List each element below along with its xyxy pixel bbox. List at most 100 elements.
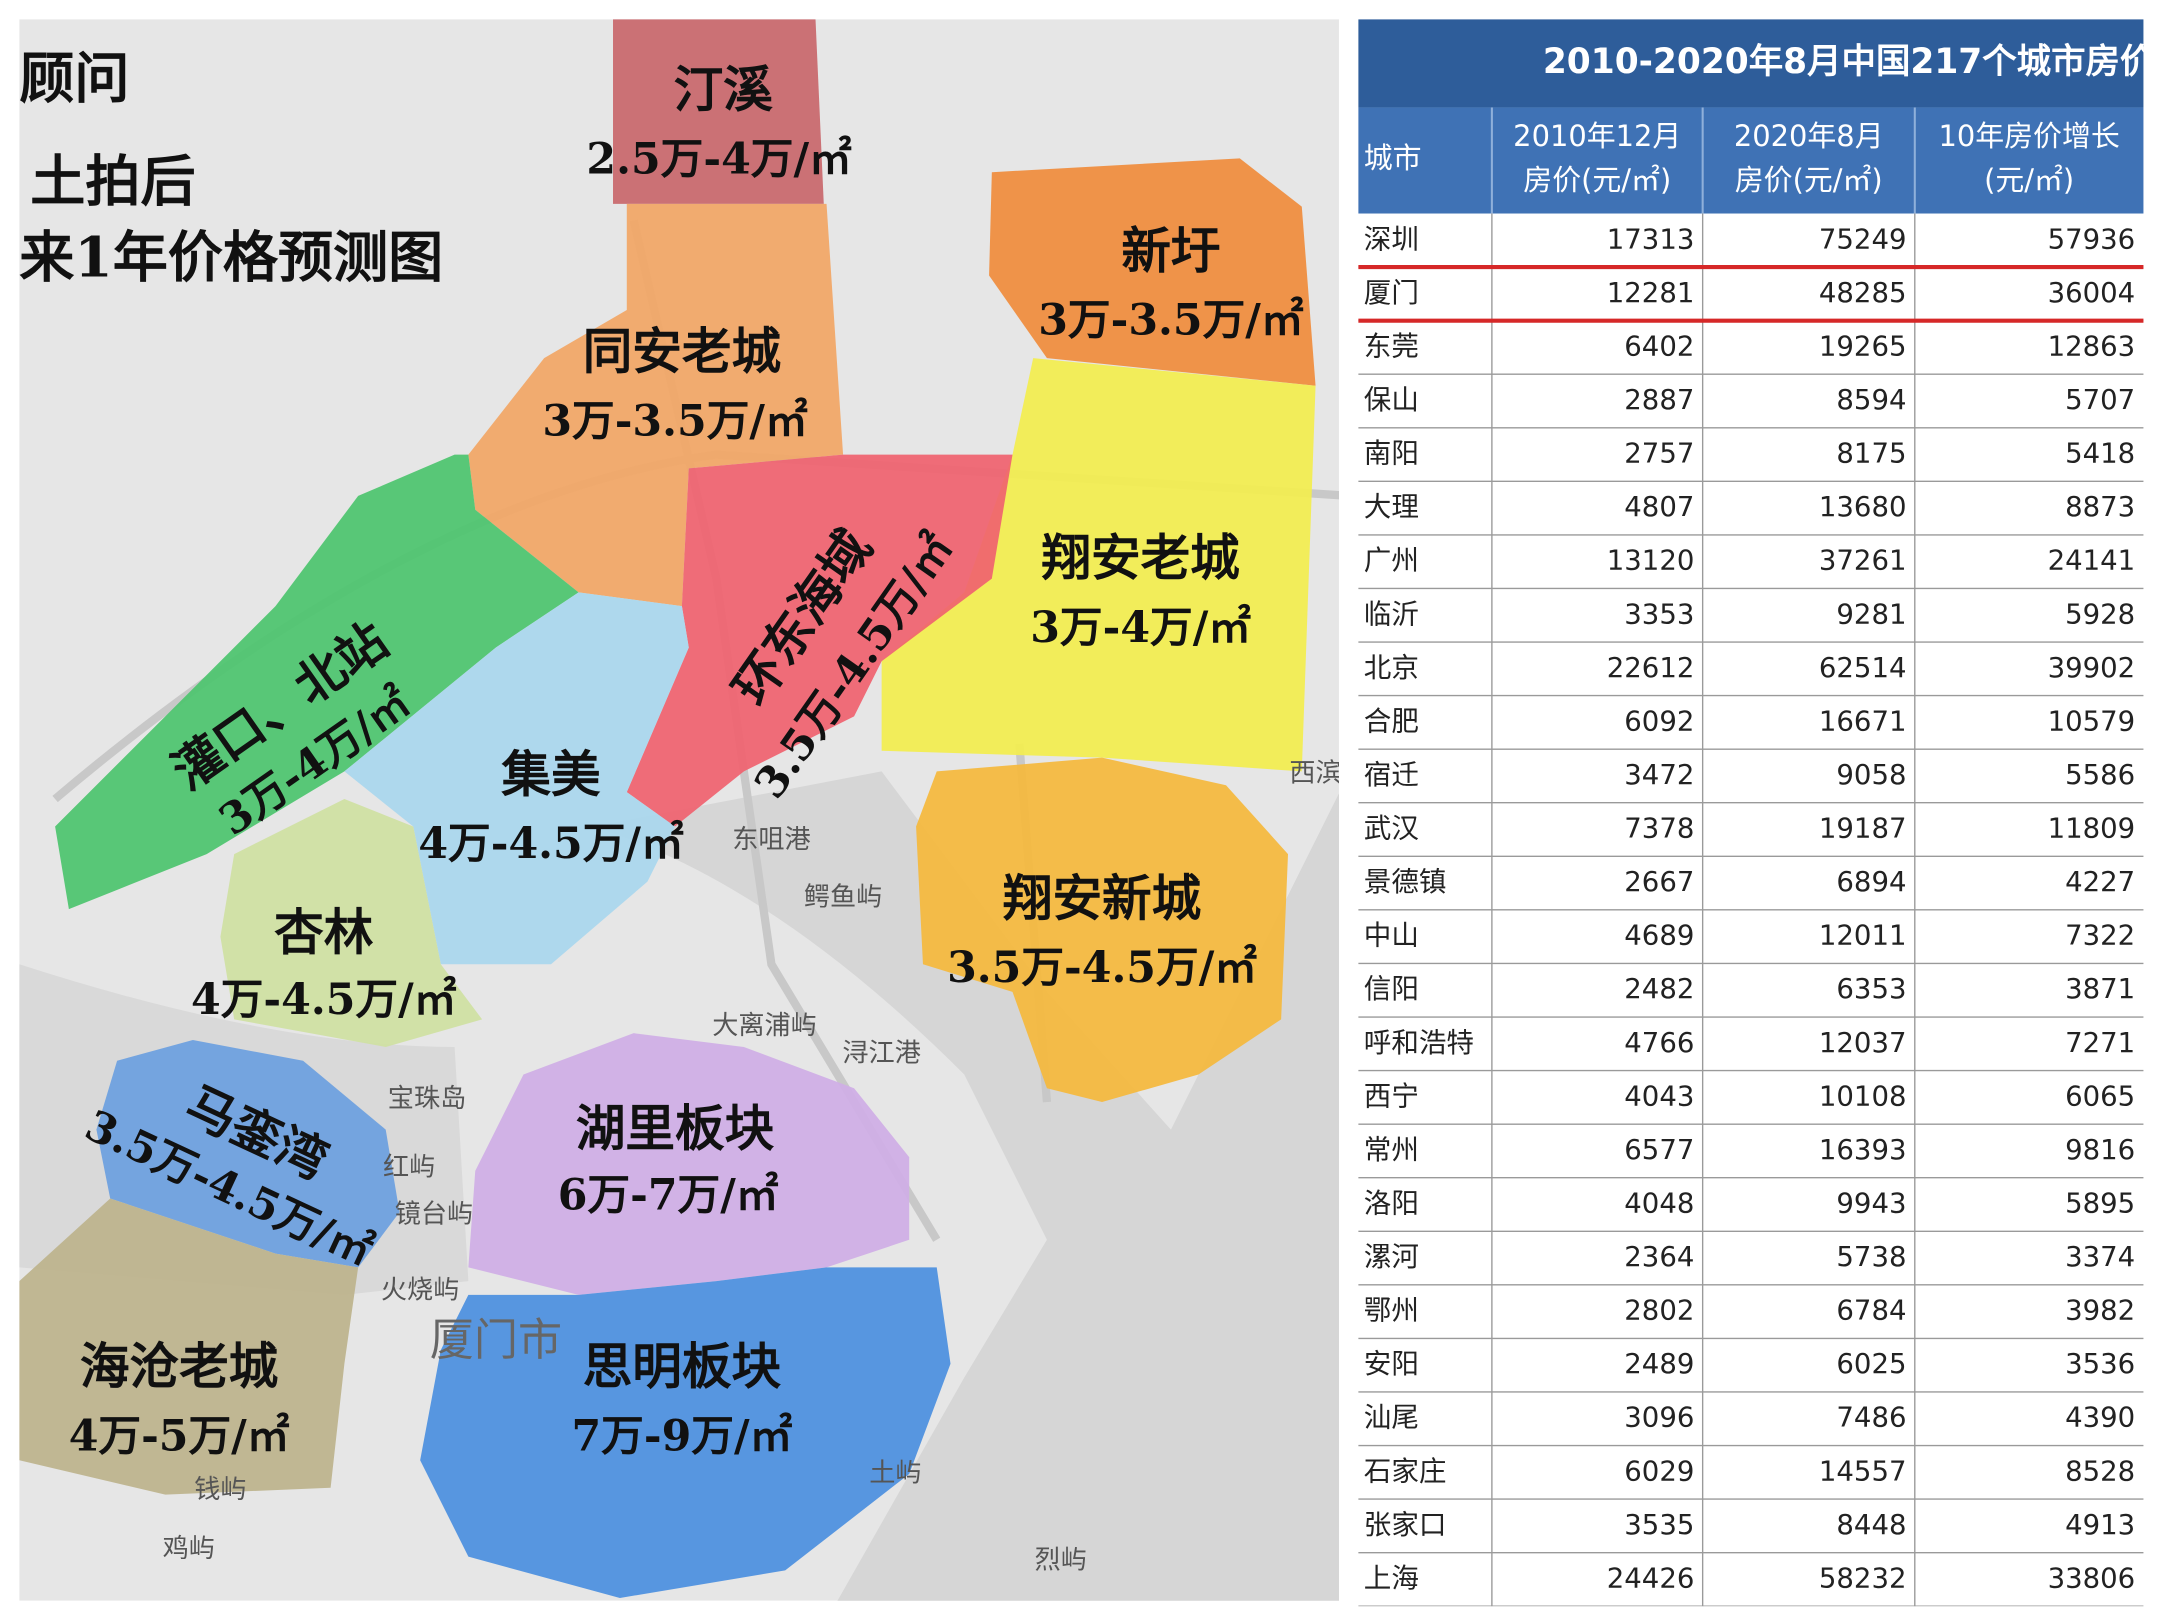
region-name: 湖里板块 bbox=[576, 1098, 775, 1157]
region-area bbox=[96, 1040, 400, 1268]
table-title: 2010-2020年8月中国217个城市房价 bbox=[1543, 42, 2155, 82]
map-title-line: 土拍后 bbox=[30, 149, 195, 214]
place-label: 鳄鱼屿 bbox=[804, 883, 882, 913]
number-cell: 9943 bbox=[1836, 1187, 1906, 1219]
place-label: 钱屿 bbox=[194, 1475, 246, 1505]
number-cell: 8175 bbox=[1836, 438, 1906, 470]
region-area bbox=[468, 1033, 910, 1295]
number-cell: 2802 bbox=[1624, 1295, 1694, 1327]
number-cell: 3472 bbox=[1624, 759, 1694, 791]
number-cell: 7322 bbox=[2065, 920, 2135, 952]
number-cell: 2887 bbox=[1624, 384, 1694, 416]
place-label: 宝珠岛 bbox=[388, 1084, 466, 1114]
city-cell: 临沂 bbox=[1364, 598, 1419, 630]
region-name: 思明板块 bbox=[583, 1337, 782, 1396]
city-cell: 信阳 bbox=[1364, 973, 1419, 1005]
number-cell: 19187 bbox=[1819, 813, 1907, 845]
region-price: 3.5万-4.5万/㎡ bbox=[947, 943, 1257, 993]
number-cell: 48285 bbox=[1819, 277, 1907, 309]
number-cell: 13120 bbox=[1607, 545, 1695, 577]
number-cell: 36004 bbox=[2048, 277, 2136, 309]
region-price: 4万-5万/㎡ bbox=[69, 1412, 290, 1462]
city-cell: 石家庄 bbox=[1364, 1455, 1447, 1487]
number-cell: 6353 bbox=[1836, 973, 1906, 1005]
number-cell: 6065 bbox=[2065, 1080, 2135, 1112]
number-cell: 16671 bbox=[1819, 705, 1907, 737]
place-label: 厦门市 bbox=[430, 1315, 562, 1366]
number-cell: 4807 bbox=[1624, 491, 1694, 523]
number-cell: 12281 bbox=[1607, 277, 1695, 309]
number-cell: 4766 bbox=[1624, 1027, 1694, 1059]
number-cell: 4048 bbox=[1624, 1187, 1694, 1219]
city-cell: 深圳 bbox=[1364, 223, 1419, 255]
number-cell: 2667 bbox=[1624, 866, 1694, 898]
place-label: 西滨 bbox=[1289, 759, 1341, 789]
region-area bbox=[344, 592, 689, 965]
number-cell: 11809 bbox=[2048, 813, 2136, 845]
city-cell: 南阳 bbox=[1364, 438, 1419, 470]
map-title-line: 顾问 bbox=[19, 45, 129, 110]
number-cell: 4913 bbox=[2065, 1509, 2135, 1541]
number-cell: 17313 bbox=[1607, 223, 1695, 255]
city-cell: 中山 bbox=[1364, 920, 1419, 952]
number-cell: 3871 bbox=[2065, 973, 2135, 1005]
place-label: 大离浦屿 bbox=[712, 1011, 817, 1041]
city-cell: 大理 bbox=[1364, 491, 1419, 523]
place-label: 浔江港 bbox=[842, 1038, 920, 1068]
city-cell: 东莞 bbox=[1364, 330, 1419, 362]
number-cell: 19265 bbox=[1819, 330, 1907, 362]
number-cell: 2364 bbox=[1624, 1241, 1694, 1273]
number-cell: 4227 bbox=[2065, 866, 2135, 898]
number-cell: 3096 bbox=[1624, 1402, 1694, 1434]
city-cell: 常州 bbox=[1364, 1134, 1419, 1166]
table: 2010-2020年8月中国217个城市房价 城市 2010年12月房价(元/㎡)… bbox=[1358, 19, 2155, 1607]
region-name: 海沧老城 bbox=[80, 1337, 278, 1396]
number-cell: 33806 bbox=[2048, 1562, 2136, 1594]
number-cell: 9058 bbox=[1836, 759, 1906, 791]
region-name: 汀溪 bbox=[674, 60, 774, 119]
number-cell: 12863 bbox=[2048, 330, 2136, 362]
column-unit: 房价(元/㎡) bbox=[1735, 163, 1883, 197]
number-cell: 57936 bbox=[2048, 223, 2136, 255]
place-label: 镜台屿 bbox=[395, 1200, 473, 1230]
column-header: 2010年12月 bbox=[1513, 119, 1681, 153]
city-cell: 广州 bbox=[1364, 545, 1419, 577]
region-area bbox=[881, 358, 1316, 772]
number-cell: 7271 bbox=[2065, 1027, 2135, 1059]
region-area bbox=[468, 203, 844, 607]
number-cell: 7486 bbox=[1836, 1402, 1906, 1434]
region-area bbox=[19, 1198, 359, 1495]
number-cell: 3536 bbox=[2065, 1348, 2135, 1380]
city-cell: 汕尾 bbox=[1364, 1402, 1419, 1434]
number-cell: 4043 bbox=[1624, 1080, 1694, 1112]
number-cell: 3353 bbox=[1624, 598, 1694, 630]
number-cell: 5707 bbox=[2065, 384, 2135, 416]
number-cell: 2489 bbox=[1624, 1348, 1694, 1380]
region-area bbox=[613, 19, 824, 204]
number-cell: 6402 bbox=[1624, 330, 1694, 362]
place-label: 土屿 bbox=[869, 1458, 921, 1488]
number-cell: 10108 bbox=[1819, 1080, 1907, 1112]
place-label: 东咀港 bbox=[732, 825, 810, 855]
region-name: 同安老城 bbox=[583, 321, 781, 380]
number-cell: 8873 bbox=[2065, 491, 2135, 523]
number-cell: 6025 bbox=[1836, 1348, 1906, 1380]
number-cell: 5418 bbox=[2065, 438, 2135, 470]
region-name: 翔安新城 bbox=[1003, 868, 1201, 927]
number-cell: 58232 bbox=[1819, 1562, 1907, 1594]
number-cell: 8448 bbox=[1836, 1509, 1906, 1541]
number-cell: 39902 bbox=[2048, 652, 2136, 684]
place-label: 火烧屿 bbox=[381, 1275, 459, 1305]
city-cell: 安阳 bbox=[1364, 1348, 1419, 1380]
number-cell: 2482 bbox=[1624, 973, 1694, 1005]
number-cell: 6092 bbox=[1624, 705, 1694, 737]
number-cell: 24141 bbox=[2048, 545, 2136, 577]
number-cell: 8594 bbox=[1836, 384, 1906, 416]
table-title-band bbox=[1358, 19, 2144, 108]
city-cell: 景德镇 bbox=[1364, 866, 1447, 898]
number-cell: 3982 bbox=[2065, 1295, 2135, 1327]
